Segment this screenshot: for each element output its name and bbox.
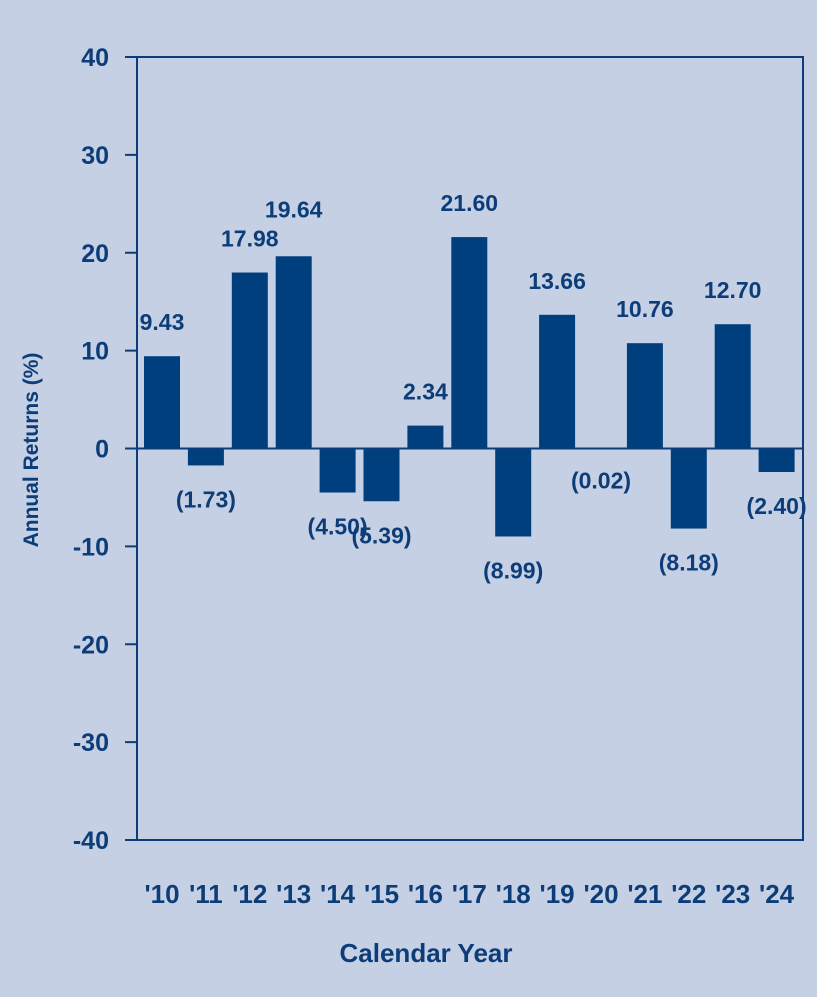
y-tick-label: -40 xyxy=(73,827,109,855)
x-tick-label: '20 xyxy=(583,879,618,909)
data-label: 19.64 xyxy=(265,196,323,222)
x-tick-label: '18 xyxy=(496,879,531,909)
data-label: 10.76 xyxy=(616,296,674,322)
data-label: 21.60 xyxy=(441,190,499,216)
y-tick-label: 20 xyxy=(81,240,109,268)
data-label: 2.34 xyxy=(403,379,448,405)
x-tick-label: '23 xyxy=(715,879,750,909)
x-tick-label: '10 xyxy=(144,879,179,909)
bar xyxy=(319,448,356,493)
data-label: (0.02) xyxy=(571,468,631,494)
x-tick-label: '16 xyxy=(408,879,443,909)
bars-group xyxy=(144,237,795,537)
y-axis-ticks: 40 30 20 10 0 -10 -20 -30 -40 xyxy=(73,44,137,855)
x-tick-label: '19 xyxy=(540,879,575,909)
data-label: (1.73) xyxy=(176,486,236,512)
x-tick-label: '21 xyxy=(627,879,662,909)
data-label: 13.66 xyxy=(528,268,586,294)
x-tick-label: '15 xyxy=(364,879,399,909)
y-tick-label: 30 xyxy=(81,142,109,170)
bar xyxy=(407,425,444,449)
y-axis-title: Annual Returns (%) xyxy=(20,353,43,548)
bar xyxy=(275,256,312,449)
x-tick-label: '17 xyxy=(452,879,487,909)
y-tick-label: -30 xyxy=(73,729,109,757)
bar xyxy=(231,272,268,449)
y-tick-label: 0 xyxy=(95,436,109,464)
x-tick-label: '22 xyxy=(671,879,706,909)
bar xyxy=(626,343,663,449)
data-label: (8.99) xyxy=(483,557,543,583)
data-labels-group: 9.43 (1.73) 17.98 19.64 (4.50)(5.39) 2.34 21.6… xyxy=(140,190,807,583)
x-axis-title: Calendar Year xyxy=(340,938,513,968)
x-tick-label: '14 xyxy=(320,879,356,909)
bar xyxy=(363,448,400,502)
data-label: 12.70 xyxy=(704,277,762,303)
y-tick-label: -20 xyxy=(73,631,109,659)
x-tick-label: '12 xyxy=(232,879,267,909)
y-tick-label: -10 xyxy=(73,533,109,561)
y-tick-label: 40 xyxy=(81,44,109,72)
x-tick-label: '11 xyxy=(189,879,223,909)
data-label: (4.50) xyxy=(308,514,368,540)
bar xyxy=(539,314,576,449)
x-tick-label: '13 xyxy=(276,879,311,909)
bar xyxy=(758,448,795,472)
data-label: 9.43 xyxy=(140,309,185,335)
bar xyxy=(451,237,488,449)
y-tick-label: 10 xyxy=(81,338,109,366)
bar xyxy=(144,356,180,449)
bar xyxy=(187,448,224,466)
data-label: (5.39) xyxy=(351,522,411,548)
x-tick-label: '24 xyxy=(759,879,795,909)
data-label: 17.98 xyxy=(221,226,279,252)
data-label: (8.18) xyxy=(659,550,719,576)
bar xyxy=(495,448,532,537)
x-axis-labels: '10 '11 '12 '13 '14 '15 '16 '17 '18 '19 '20 '21 '22 '… xyxy=(144,879,794,909)
data-label: (2.40) xyxy=(747,493,807,519)
bar xyxy=(670,448,707,529)
bar xyxy=(714,324,751,449)
